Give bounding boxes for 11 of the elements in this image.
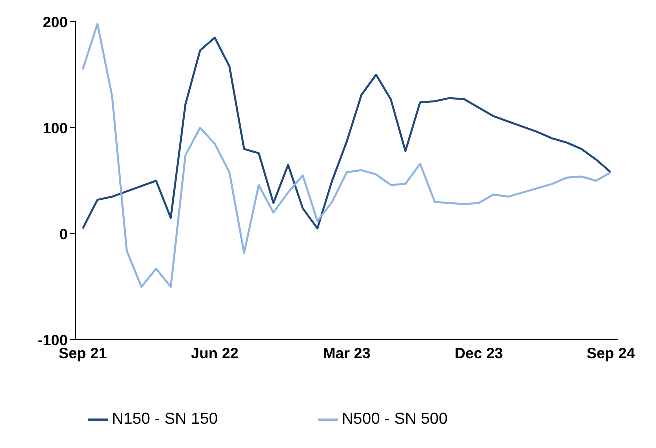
y-tick-label: 100 [42, 120, 68, 138]
legend-label: N500 - SN 500 [342, 411, 448, 428]
y-tick-label: 200 [42, 14, 68, 32]
x-tick-label: Dec 23 [454, 346, 504, 363]
y-tick-label: 0 [60, 226, 68, 244]
x-tick-label: Jun 22 [191, 346, 239, 363]
line-series [82, 23, 612, 288]
x-tick-label: Sep 24 [586, 346, 636, 363]
x-tick-label: Mar 23 [323, 346, 371, 363]
legend-label: N150 - SN 150 [112, 411, 218, 428]
line-series [82, 36, 612, 230]
